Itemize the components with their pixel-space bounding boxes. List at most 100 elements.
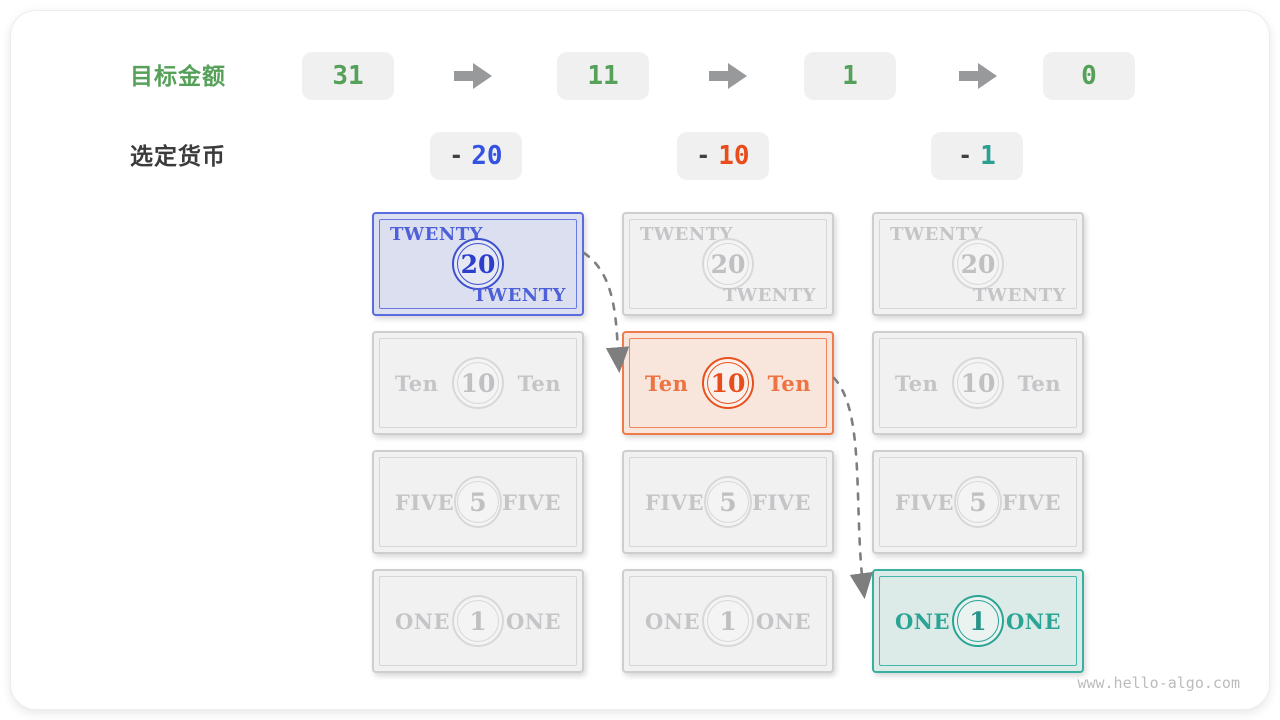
banknote-5-col2: FIVE 5 FIVE [622,450,834,554]
banknote-inner-border [879,338,1077,428]
banknote-1-col3: ONE 1 ONE [872,569,1084,673]
banknote-ring: 10 [702,357,754,409]
minus-sign: - [449,143,464,169]
watermark: www.hello-algo.com [1077,674,1240,692]
banknote-ring: 5 [454,476,502,528]
banknote-inner-border [379,457,577,547]
banknote-word-bottom: TWENTY [722,285,816,306]
banknote-ring: 20 [452,238,504,290]
banknote-number: 1 [469,606,487,636]
target-amount-box: 0 [1043,52,1135,100]
selected-coin-label: 选定货币 [130,143,226,169]
banknote-ring: 10 [952,357,1004,409]
banknote-number: 1 [719,606,737,636]
banknote-ring: 1 [452,595,504,647]
banknote-word-top: TWENTY [890,224,984,245]
banknote-word-left: Ten [895,370,939,396]
banknote-number: 10 [710,368,746,398]
banknote-inner-border [629,219,827,309]
banknote-word-right: Ten [517,370,561,396]
banknote-face: Ten 10 Ten [879,338,1077,428]
banknote-ring-inner: 1 [457,600,499,642]
selected-coin-box-1: -1 [931,132,1023,180]
banknote-ring: 10 [452,357,504,409]
banknote-ring-inner: 5 [707,481,749,523]
selected-coin-value: 10 [718,141,750,171]
banknote-5-col1: FIVE 5 FIVE [372,450,584,554]
flow-arrow-icon [708,61,748,91]
banknote-inner-border [379,219,577,309]
target-amount-value: 0 [1081,61,1097,91]
banknote-face: FIVE 5 FIVE [879,457,1077,547]
banknote-number: 1 [969,606,987,636]
banknote-face: FIVE 5 FIVE [629,457,827,547]
banknote-ring-inner: 5 [957,481,999,523]
banknote-10-col2: Ten 10 Ten [622,331,834,435]
banknote-inner-border [879,457,1077,547]
banknote-word-left: ONE [395,608,450,634]
banknote-face: ONE 1 ONE [379,576,577,666]
banknote-face: FIVE 5 FIVE [379,457,577,547]
flow-arrow-icon [958,61,998,91]
banknote-word-bottom: TWENTY [472,285,566,306]
banknote-number: 5 [469,487,487,517]
banknote-ring-inner: 10 [957,362,999,404]
banknote-number: 5 [719,487,737,517]
target-amount-label: 目标金额 [130,63,226,89]
banknote-inner-border [629,576,827,666]
banknote-word-left: FIVE [895,489,955,515]
target-amount-box: 1 [804,52,896,100]
banknote-ring: 1 [702,595,754,647]
banknote-face: Ten 10 Ten [379,338,577,428]
banknote-1-col2: ONE 1 ONE [622,569,834,673]
banknote-word-right: Ten [767,370,811,396]
banknote-inner-border [379,338,577,428]
banknote-word-right: Ten [1017,370,1061,396]
banknote-ring-inner: 1 [957,600,999,642]
banknote-word-right: FIVE [501,489,561,515]
target-amount-value: 11 [587,61,619,91]
target-amount-box: 11 [557,52,649,100]
banknote-1-col1: ONE 1 ONE [372,569,584,673]
banknote-face: ONE 1 ONE [879,576,1077,666]
target-amount-value: 31 [332,61,364,91]
banknote-ring-inner: 20 [707,243,749,285]
banknote-word-left: Ten [645,370,689,396]
banknote-ring-inner: 20 [957,243,999,285]
banknote-ring: 20 [952,238,1004,290]
banknote-word-left: FIVE [395,489,455,515]
banknote-20-col2: TWENTY 20 TWENTY [622,212,834,316]
banknote-20-col3: TWENTY 20 TWENTY [872,212,1084,316]
banknote-inner-border [879,219,1077,309]
banknote-word-left: ONE [895,608,950,634]
banknote-face: Ten 10 Ten [629,338,827,428]
banknote-word-right: ONE [506,608,561,634]
banknote-20-col1: TWENTY 20 TWENTY [372,212,584,316]
banknote-ring: 5 [954,476,1002,528]
banknote-inner-border [379,576,577,666]
flow-arrow-icon [453,61,493,91]
banknote-word-left: FIVE [645,489,705,515]
banknote-inner-border [629,457,827,547]
banknote-face: ONE 1 ONE [629,576,827,666]
banknote-ring-inner: 10 [457,362,499,404]
banknote-word-bottom: TWENTY [972,285,1066,306]
banknote-word-top: TWENTY [390,224,484,245]
target-amount-box: 31 [302,52,394,100]
banknote-number: 20 [460,249,496,279]
selected-coin-value: 1 [980,141,996,171]
banknote-ring: 5 [704,476,752,528]
banknote-10-col1: Ten 10 Ten [372,331,584,435]
banknote-ring: 20 [702,238,754,290]
banknote-number: 10 [960,368,996,398]
minus-sign: - [958,143,973,169]
banknote-number: 20 [960,249,996,279]
banknote-ring-inner: 10 [707,362,749,404]
banknote-number: 5 [969,487,987,517]
target-amount-value: 1 [842,61,858,91]
banknote-ring-inner: 5 [457,481,499,523]
banknote-word-top: TWENTY [640,224,734,245]
banknote-5-col3: FIVE 5 FIVE [872,450,1084,554]
selected-coin-value: 20 [471,141,503,171]
banknote-ring-inner: 1 [707,600,749,642]
